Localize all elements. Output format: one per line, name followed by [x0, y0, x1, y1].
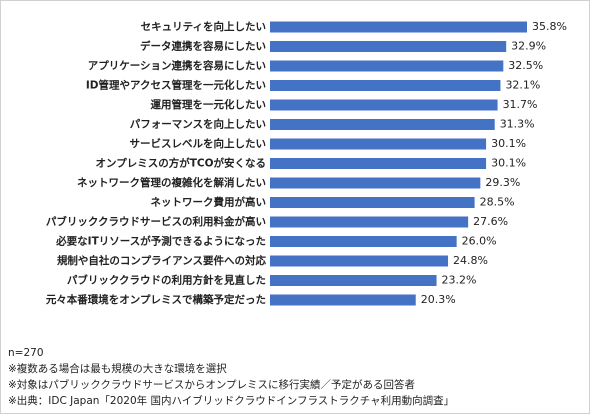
- category-label: ネットワーク管理の複雑化を解消したい: [77, 176, 266, 189]
- value-label: 28.5%: [480, 196, 515, 209]
- category-label: 運用管理を一元化したい: [151, 98, 267, 111]
- bar: [270, 99, 498, 111]
- bar: [270, 236, 457, 247]
- bar: [270, 197, 475, 208]
- value-label: 30.1%: [491, 157, 526, 170]
- value-label: 31.7%: [503, 98, 538, 111]
- note: ※複数ある場合は最も規模の大きな環境を選択: [8, 362, 227, 375]
- bar: [270, 138, 487, 150]
- bar: [270, 177, 481, 189]
- category-label: データ連携を容易にしたい: [140, 40, 266, 53]
- category-label: パブリッククラウドサービスの利用料金が高い: [46, 215, 266, 228]
- note: n=270: [8, 347, 44, 359]
- bar: [270, 255, 449, 267]
- category-label: アプリケーション連携を容易にしたい: [88, 59, 266, 72]
- value-label: 31.3%: [500, 118, 535, 131]
- category-label: 元々本番環境をオンプレミスで構築予定だった: [46, 293, 266, 306]
- note: ※対象はパブリッククラウドサービスからオンプレミスに移行実績／予定がある回答者: [8, 378, 415, 391]
- category-label: オンプレミスの方がTCOが安くなる: [96, 157, 266, 170]
- value-label: 26.0%: [462, 235, 497, 248]
- value-label: 29.3%: [485, 176, 520, 189]
- bar: [270, 21, 527, 33]
- category-label: パブリッククラウドの利用方針を見直した: [67, 274, 266, 287]
- bar: [270, 41, 507, 52]
- value-label: 32.1%: [505, 79, 540, 92]
- category-label: 必要なITリソースが予測できるようになった: [55, 235, 266, 248]
- category-label: ネットワーク費用が高い: [151, 196, 267, 209]
- value-label: 27.6%: [473, 215, 508, 228]
- category-label: パフォーマンスを向上したい: [130, 118, 266, 131]
- bar: [270, 119, 495, 130]
- bar: [270, 216, 469, 228]
- value-label: 30.1%: [491, 137, 526, 150]
- value-label: 20.3%: [421, 293, 456, 306]
- bar: [270, 158, 487, 169]
- category-label: サービスレベルを向上したい: [130, 137, 267, 150]
- note: ※出典：IDC Japan「2020年 国内ハイブリッドクラウドインフラストラク…: [8, 394, 454, 407]
- bar: [270, 294, 416, 306]
- category-label: 規制や自社のコンプライアンス要件への対応: [57, 254, 267, 267]
- value-label: 23.2%: [442, 274, 477, 287]
- category-label: ID管理やアクセス管理を一元化したい: [86, 79, 266, 92]
- bar: [270, 80, 501, 91]
- bar: [270, 60, 504, 72]
- value-label: 32.9%: [511, 40, 546, 53]
- bar: [270, 275, 437, 286]
- category-label: セキュリティを向上したい: [141, 20, 266, 33]
- value-label: 24.8%: [453, 254, 488, 267]
- value-label: 35.8%: [532, 20, 567, 33]
- value-label: 32.5%: [508, 59, 543, 72]
